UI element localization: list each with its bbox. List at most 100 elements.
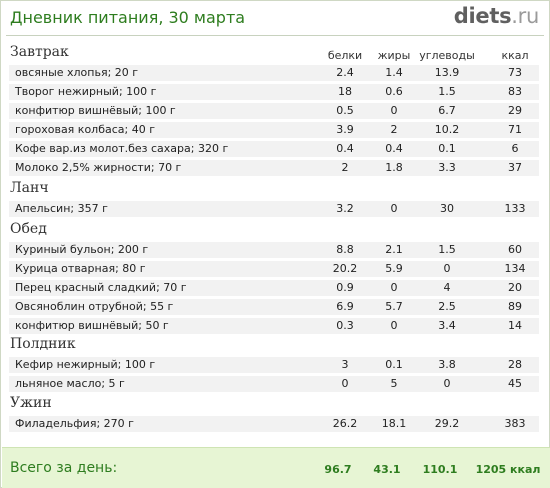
meal-title: Завтрак [10, 44, 69, 60]
total-protein: 96.7 [324, 463, 352, 476]
food-fat: 5.9 [385, 262, 403, 275]
food-row[interactable]: Курица отварная; 80 г 20.2 5.9 0 134 [9, 261, 539, 278]
site-logo[interactable]: diets.ru [453, 4, 540, 28]
food-protein: 0.4 [336, 142, 354, 155]
food-protein: 2 [341, 161, 349, 174]
food-carbs: 3.4 [438, 319, 456, 332]
food-protein: 3.2 [336, 202, 354, 215]
food-kcal: 73 [508, 66, 522, 79]
food-fat: 5.7 [385, 300, 403, 313]
food-protein: 0 [341, 377, 349, 390]
food-kcal: 14 [508, 319, 522, 332]
food-carbs: 29.2 [434, 417, 460, 430]
food-row[interactable]: гороховая колбаса; 40 г 3.9 2 10.2 71 [9, 122, 539, 139]
food-row[interactable]: Куриный бульон; 200 г 8.8 2.1 1.5 60 [9, 242, 539, 259]
food-carbs: 3.8 [438, 358, 456, 371]
food-fat: 0.6 [385, 85, 403, 98]
food-fat: 0 [390, 319, 398, 332]
food-name: Кефир нежирный; 100 г [15, 358, 156, 371]
food-name: конфитюр вишнёвый; 50 г [15, 319, 169, 332]
food-carbs: 0.1 [438, 142, 456, 155]
food-fat: 18.1 [381, 417, 407, 430]
food-kcal: 89 [508, 300, 522, 313]
food-name: Филадельфия; 270 г [15, 417, 134, 430]
food-row[interactable]: Овсяноблин отрубной; 55 г 6.9 5.7 2.5 89 [9, 299, 539, 316]
food-name: Куриный бульон; 200 г [15, 243, 149, 256]
food-fat: 2 [390, 123, 398, 136]
food-kcal: 133 [504, 202, 526, 215]
total-fat: 43.1 [373, 463, 401, 476]
food-row[interactable]: Филадельфия; 270 г 26.2 18.1 29.2 383 [9, 416, 539, 433]
food-protein: 20.2 [332, 262, 358, 275]
meal-title: Полдник [10, 336, 76, 352]
food-kcal: 134 [504, 262, 526, 275]
food-kcal: 6 [511, 142, 519, 155]
header: Дневник питания, 30 марта diets.ru [1, 1, 549, 37]
food-protein: 0.5 [336, 104, 354, 117]
food-name: овсяные хлопья; 20 г [15, 66, 139, 79]
food-carbs: 1.5 [438, 243, 456, 256]
food-row[interactable]: Апельсин; 357 г 3.2 0 30 133 [9, 201, 539, 218]
total-label: Всего за день: [10, 460, 118, 476]
column-header: жиры [377, 49, 411, 62]
food-protein: 6.9 [336, 300, 354, 313]
meal-title: Ланч [10, 180, 49, 196]
food-protein: 0.9 [336, 281, 354, 294]
food-carbs: 0 [443, 262, 451, 275]
food-protein: 26.2 [332, 417, 358, 430]
food-name: Творог нежирный; 100 г [15, 85, 157, 98]
food-carbs: 30 [440, 202, 454, 215]
food-protein: 8.8 [336, 243, 354, 256]
food-kcal: 60 [508, 243, 522, 256]
header-divider [6, 35, 544, 36]
food-protein: 3 [341, 358, 349, 371]
food-row[interactable]: Молоко 2,5% жирности; 70 г 2 1.8 3.3 37 [9, 160, 539, 177]
food-row[interactable]: овсяные хлопья; 20 г 2.4 1.4 13.9 73 [9, 65, 539, 82]
food-carbs: 1.5 [438, 85, 456, 98]
total-carbs: 110.1 [422, 463, 458, 476]
food-name: Апельсин; 357 г [15, 202, 108, 215]
food-name: Перец красный сладкий; 70 г [15, 281, 187, 294]
food-row[interactable]: конфитюр вишнёвый; 50 г 0.3 0 3.4 14 [9, 318, 539, 335]
food-fat: 0.1 [385, 358, 403, 371]
logo-tld: .ru [511, 4, 539, 28]
food-fat: 0.4 [385, 142, 403, 155]
food-kcal: 20 [508, 281, 522, 294]
food-fat: 1.8 [385, 161, 403, 174]
food-carbs: 10.2 [434, 123, 460, 136]
food-name: Овсяноблин отрубной; 55 г [15, 300, 174, 313]
food-kcal: 28 [508, 358, 522, 371]
food-carbs: 2.5 [438, 300, 456, 313]
food-protein: 3.9 [336, 123, 354, 136]
food-kcal: 45 [508, 377, 522, 390]
food-carbs: 4 [443, 281, 451, 294]
food-fat: 0 [390, 202, 398, 215]
food-row[interactable]: Перец красный сладкий; 70 г 0.9 0 4 20 [9, 280, 539, 297]
meal-title: Ужин [10, 395, 52, 411]
food-name: льняное масло; 5 г [15, 377, 125, 390]
column-header: углеводы [419, 49, 475, 62]
food-kcal: 37 [508, 161, 522, 174]
daily-total: Всего за день: 96.7 43.1 110.1 1205 ккал [2, 447, 550, 488]
food-fat: 5 [390, 377, 398, 390]
food-name: Молоко 2,5% жирности; 70 г [15, 161, 182, 174]
page-title: Дневник питания, 30 марта [10, 8, 246, 27]
food-fat: 1.4 [385, 66, 403, 79]
food-protein: 0.3 [336, 319, 354, 332]
food-carbs: 0 [443, 377, 451, 390]
food-fat: 0 [390, 104, 398, 117]
food-row[interactable]: Кефир нежирный; 100 г 3 0.1 3.8 28 [9, 357, 539, 374]
total-kcal: 1205 ккал [475, 463, 541, 476]
food-protein: 18 [338, 85, 352, 98]
food-row[interactable]: Кофе вар.из молот.без сахара; 320 г 0.4 0.… [9, 141, 539, 158]
food-fat: 0 [390, 281, 398, 294]
food-row[interactable]: конфитюр вишнёвый; 100 г 0.5 0 6.7 29 [9, 103, 539, 120]
logo-main: diets [453, 4, 512, 28]
food-row[interactable]: льняное масло; 5 г 0 5 0 45 [9, 376, 539, 393]
food-row[interactable]: Творог нежирный; 100 г 18 0.6 1.5 83 [9, 84, 539, 101]
food-kcal: 71 [508, 123, 522, 136]
food-carbs: 13.9 [434, 66, 460, 79]
column-header: белки [327, 49, 363, 62]
food-name: конфитюр вишнёвый; 100 г [15, 104, 176, 117]
